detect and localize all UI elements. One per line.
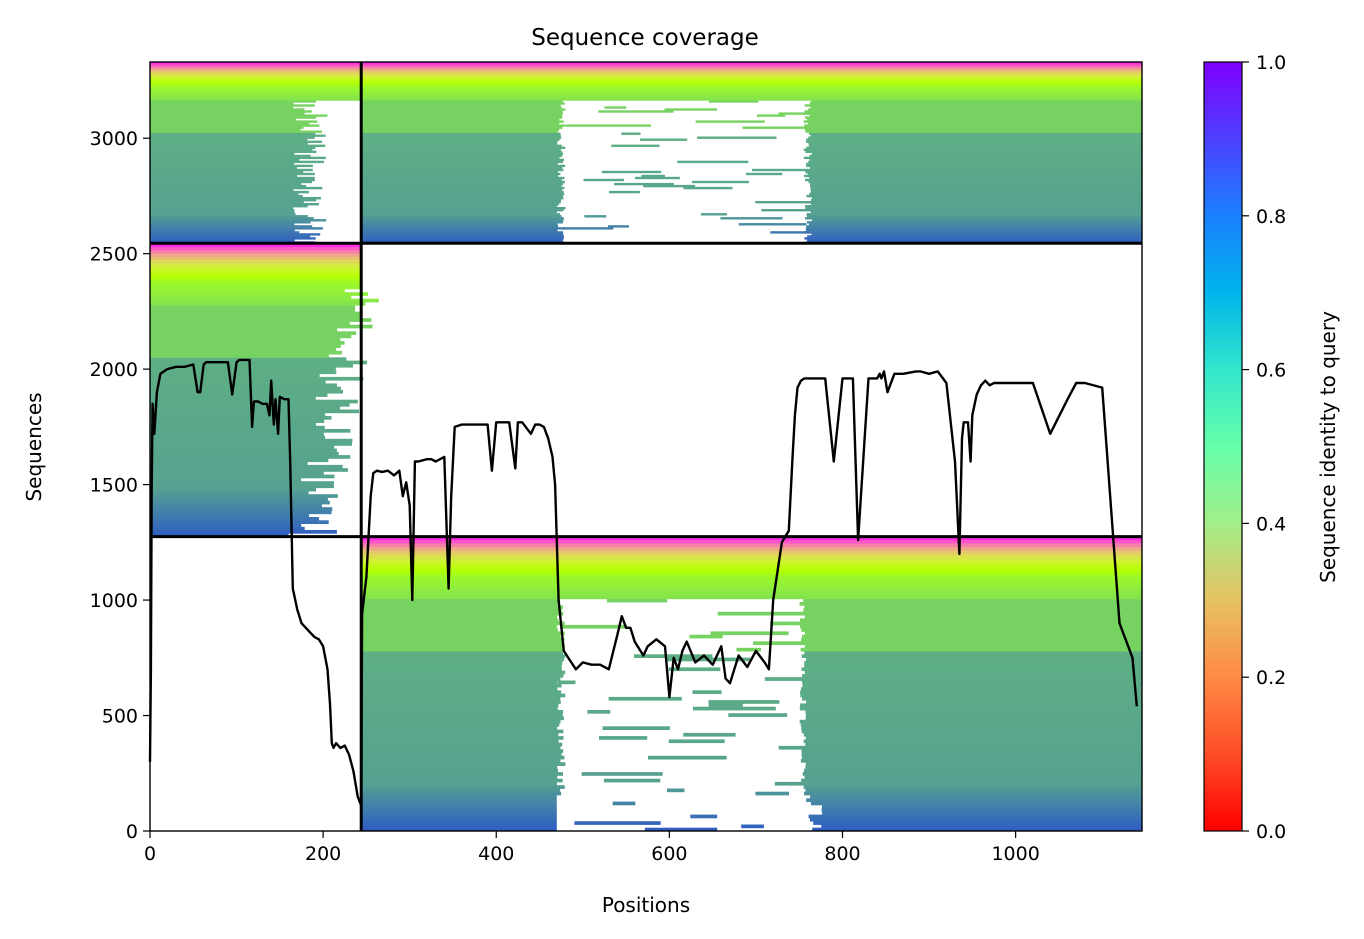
colorbar-tick-label: 0.2 [1256, 667, 1286, 689]
colorbar-tick-label: 1.0 [1256, 52, 1286, 74]
heatmap-block [361, 536, 1142, 831]
plot-frame [149, 61, 1143, 832]
colorbar-tick-label: 0.6 [1256, 360, 1286, 382]
y-tick-label: 3000 [90, 128, 138, 150]
y-tick-label: 2500 [90, 244, 138, 266]
x-tick-label: 600 [651, 843, 687, 865]
colorbar-tick-label: 0.4 [1256, 513, 1286, 535]
coverage-heatmap [150, 62, 1142, 831]
colorbar-tick-label: 0.0 [1256, 821, 1286, 843]
colorbar-axis: 0.0 0.2 0.4 0.6 0.8 1.0 [1242, 52, 1286, 843]
chart-title: Sequence coverage [531, 25, 759, 51]
y-tick-label: 2000 [90, 359, 138, 381]
colorbar [1203, 61, 1243, 832]
y-axis: 0 500 1000 1500 2000 2500 3000 [90, 128, 150, 843]
x-tick-label: 0 [144, 843, 156, 865]
x-tick-label: 800 [824, 843, 860, 865]
x-axis: 0 200 400 600 800 1000 [144, 831, 1040, 865]
x-axis-label: Positions [602, 893, 690, 917]
colorbar-label: Sequence identity to query [1316, 311, 1340, 583]
coverage-line [148, 358, 1138, 807]
x-tick-label: 1000 [991, 843, 1039, 865]
colorbar-tick-label: 0.8 [1256, 206, 1286, 228]
y-tick-label: 1500 [90, 475, 138, 497]
y-tick-label: 0 [126, 821, 138, 843]
x-tick-label: 400 [478, 843, 514, 865]
heatmap-block [150, 62, 1142, 244]
y-tick-label: 500 [102, 706, 138, 728]
x-tick-label: 200 [305, 843, 341, 865]
heatmap-block [150, 243, 379, 537]
y-axis-label: Sequences [22, 392, 46, 501]
y-tick-label: 1000 [90, 590, 138, 612]
